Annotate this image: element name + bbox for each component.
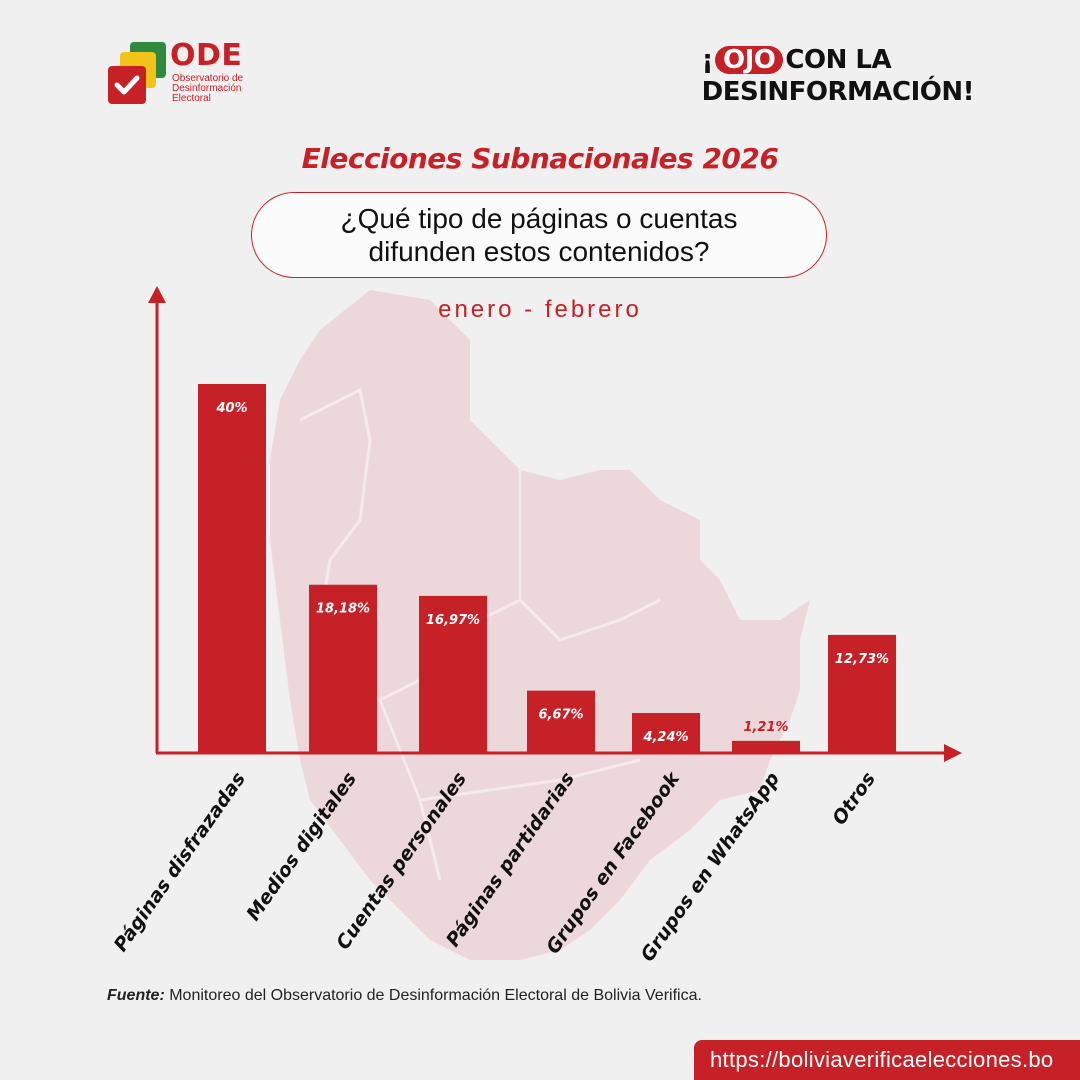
slogan-prefix: ¡ (701, 45, 714, 75)
bar-value-label: 40% (215, 401, 247, 416)
source-note: Fuente: Monitoreo del Observatorio de De… (107, 987, 702, 1005)
bar-value-label: 4,24% (642, 730, 688, 745)
bar (198, 384, 266, 752)
bar-value-label: 6,67% (538, 708, 583, 723)
category-label: Páginas disfrazadas (110, 768, 250, 955)
slogan: ¡ OJO CON LA DESINFORMACIÓN! (701, 44, 975, 108)
question-text: ¿Qué tipo de páginas o cuentas difunden … (340, 203, 738, 267)
logo-name: ODE (170, 38, 243, 73)
x-axis-arrow-icon (944, 744, 962, 762)
bar-value-label: 1,21% (743, 720, 788, 735)
bar (732, 740, 800, 752)
checkmark-icon (114, 75, 140, 95)
chart-bars: 40% 18,18% 16,97% 6,67% 4,24% 1,21% 12,73% (198, 384, 896, 752)
chart-title: Elecciones Subnacionales 2026 (301, 142, 779, 175)
bar-value-label: 12,73% (835, 652, 889, 667)
bar (632, 712, 700, 752)
slogan-line-1: ¡ OJO CON LA (702, 44, 974, 76)
source-text: Monitoreo del Observatorio de Desinforma… (164, 987, 702, 1004)
question-box: ¿Qué tipo de páginas o cuentas difunden … (251, 192, 827, 278)
bar (828, 634, 896, 752)
category-label: Otros (828, 768, 880, 829)
bar (419, 595, 487, 752)
category-label: Medios digitales (242, 768, 361, 925)
ode-logo: ODE Observatorio de Desinformación Elect… (106, 38, 276, 108)
website-url[interactable]: https://boliviaverificaelecciones.bo (694, 1040, 1080, 1080)
chart-axes (148, 286, 962, 762)
bar-value-label: 18,18% (316, 602, 370, 617)
y-axis-arrow-icon (148, 286, 166, 303)
logo-red-square (108, 66, 146, 104)
logo-subtitle: Observatorio de Desinformación Electoral (172, 73, 244, 104)
slogan-line-2: DESINFORMACIÓN! (701, 77, 975, 107)
period-label: enero - febrero (438, 296, 642, 323)
bar (309, 584, 377, 752)
source-key: Fuente: (107, 987, 165, 1004)
slogan-line1-rest: CON LA (785, 45, 892, 75)
slogan-highlight: OJO (715, 46, 784, 74)
bar (527, 690, 595, 752)
bar-value-label: 16,97% (426, 613, 480, 628)
